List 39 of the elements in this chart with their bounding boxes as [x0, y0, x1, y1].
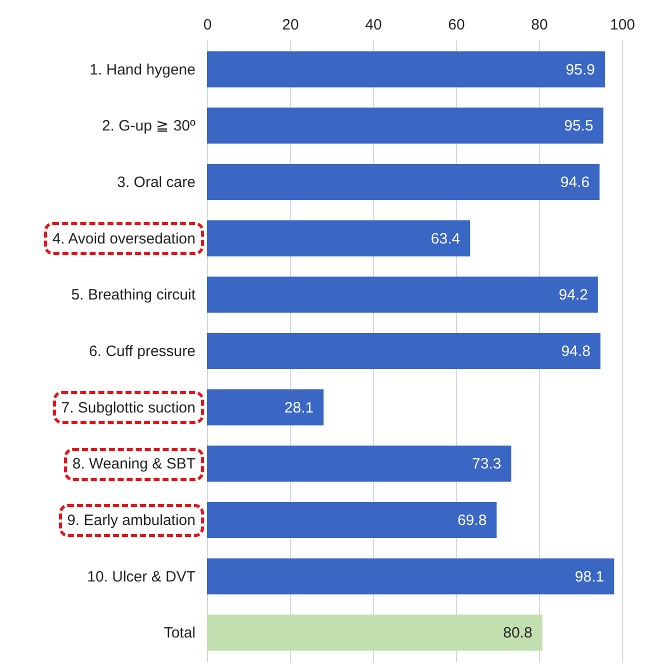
bar	[207, 446, 512, 482]
y-tick-label: 7. Subglottic suction	[61, 399, 196, 416]
bar	[207, 164, 600, 200]
data-label: 94.8	[561, 343, 590, 360]
data-label: 28.1	[284, 399, 314, 416]
bar	[207, 276, 598, 313]
y-tick-label: 1. Hand hygene	[90, 61, 196, 78]
data-label: 98.1	[574, 568, 604, 586]
y-tick-label: 5. Breathing circuit	[71, 286, 196, 304]
bar	[207, 558, 614, 594]
data-label: 73.3	[472, 456, 502, 473]
x-tick-label: 20	[282, 16, 299, 34]
data-label: 94.6	[560, 174, 590, 191]
y-tick-label: 6. Cuff pressure	[89, 343, 196, 360]
y-tick-label: 3. Oral care	[117, 174, 196, 191]
y-tick-label: 2. G-up ≧ 30º	[102, 118, 196, 135]
bar	[207, 502, 497, 538]
y-tick-label: Total	[164, 624, 196, 642]
y-tick-label: 4. Avoid oversedation	[52, 230, 196, 248]
x-tick-label: 60	[448, 16, 465, 34]
x-tick-label: 40	[365, 16, 382, 34]
data-label: 69.8	[457, 512, 487, 530]
data-label: 80.8	[503, 624, 532, 642]
data-label: 94.2	[558, 286, 588, 304]
x-tick-label: 80	[531, 16, 548, 34]
data-label: 95.9	[566, 61, 595, 78]
bar	[207, 614, 542, 651]
y-tick-label: 9. Early ambulation	[67, 512, 196, 530]
bar	[207, 220, 470, 256]
data-label: 95.5	[564, 118, 594, 135]
data-label: 63.4	[430, 230, 460, 248]
x-tick-label: 0	[203, 16, 212, 34]
bar	[207, 108, 604, 144]
y-tick-label: 10. Ulcer & DVT	[87, 568, 196, 586]
bar	[207, 389, 324, 426]
bar	[207, 51, 605, 88]
y-tick-label: 8. Weaning & SBT	[72, 456, 196, 473]
x-tick-label: 100	[610, 16, 636, 34]
bar	[207, 332, 600, 370]
